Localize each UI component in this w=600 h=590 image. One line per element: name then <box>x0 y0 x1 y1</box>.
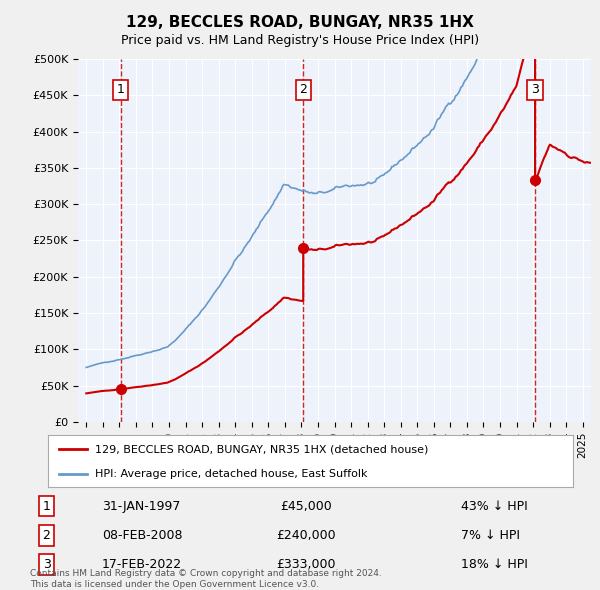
Text: 2: 2 <box>299 83 307 96</box>
Text: HPI: Average price, detached house, East Suffolk: HPI: Average price, detached house, East… <box>95 469 368 478</box>
Text: 3: 3 <box>43 558 50 571</box>
Text: Price paid vs. HM Land Registry's House Price Index (HPI): Price paid vs. HM Land Registry's House … <box>121 34 479 47</box>
Text: Contains HM Land Registry data © Crown copyright and database right 2024.
This d: Contains HM Land Registry data © Crown c… <box>30 569 382 589</box>
Text: 129, BECCLES ROAD, BUNGAY, NR35 1HX: 129, BECCLES ROAD, BUNGAY, NR35 1HX <box>126 15 474 30</box>
Text: £45,000: £45,000 <box>280 500 332 513</box>
Text: 08-FEB-2008: 08-FEB-2008 <box>102 529 182 542</box>
Text: 2: 2 <box>43 529 50 542</box>
Text: 17-FEB-2022: 17-FEB-2022 <box>102 558 182 571</box>
Text: 18% ↓ HPI: 18% ↓ HPI <box>461 558 527 571</box>
Text: 1: 1 <box>117 83 125 96</box>
Text: £240,000: £240,000 <box>276 529 336 542</box>
Text: 1: 1 <box>43 500 50 513</box>
Text: 7% ↓ HPI: 7% ↓ HPI <box>461 529 520 542</box>
Text: 43% ↓ HPI: 43% ↓ HPI <box>461 500 527 513</box>
Text: 129, BECCLES ROAD, BUNGAY, NR35 1HX (detached house): 129, BECCLES ROAD, BUNGAY, NR35 1HX (det… <box>95 444 428 454</box>
Text: £333,000: £333,000 <box>276 558 336 571</box>
Text: 3: 3 <box>531 83 539 96</box>
Text: 31-JAN-1997: 31-JAN-1997 <box>102 500 180 513</box>
